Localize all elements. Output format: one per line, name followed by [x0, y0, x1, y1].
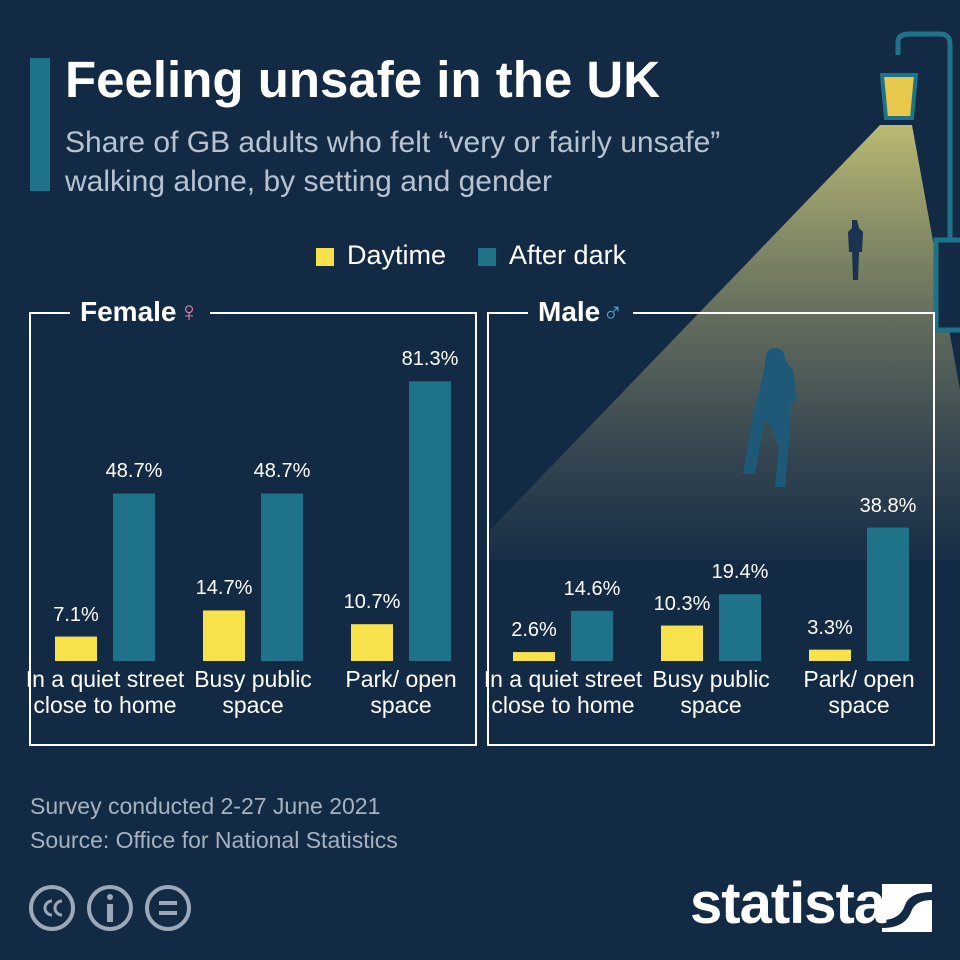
x-tick-label: Park/ open space: [345, 666, 457, 718]
x-tick-label: In a quiet street close to home: [25, 666, 185, 718]
x-tick-label: Park/ open space: [803, 666, 915, 718]
bar: [719, 594, 761, 661]
data-label: 10.7%: [343, 591, 401, 614]
street-lamp: [895, 31, 960, 333]
data-label: 10.3%: [653, 592, 711, 615]
chart-subtitle: Share of GB adults who felt “very or fai…: [65, 126, 721, 198]
light-cone: [490, 125, 960, 560]
data-label: 2.6%: [511, 619, 557, 642]
panel-title: Female♀: [70, 296, 210, 328]
bar: [809, 649, 851, 661]
lamp-head: [879, 73, 919, 120]
panel-title: Male♂: [528, 296, 634, 328]
gender-symbol: ♂: [602, 296, 624, 327]
bar: [113, 493, 155, 661]
data-label: 48.7%: [253, 460, 311, 483]
source: Source: Office for National Statistics: [30, 827, 398, 853]
data-label: 48.7%: [105, 460, 163, 483]
data-label: 38.8%: [859, 494, 917, 517]
title-accent: [30, 58, 50, 191]
bar: [351, 624, 393, 661]
legend-swatch: [478, 248, 497, 266]
bar: [409, 381, 451, 661]
legend-label: After dark: [509, 240, 627, 270]
panel-frame: [29, 312, 477, 746]
data-label: 14.6%: [563, 577, 621, 600]
x-tick-label: Busy public space: [194, 666, 312, 718]
bar: [55, 636, 97, 661]
brand-logo: statista: [690, 871, 886, 936]
panel-frame: [487, 312, 935, 746]
walking-figure: [743, 348, 797, 487]
bar: [661, 625, 703, 661]
bar: [867, 527, 909, 661]
gender-symbol: ♀: [178, 296, 200, 327]
data-label: 14.7%: [195, 577, 253, 600]
data-label: 3.3%: [807, 616, 853, 639]
chart-title: Feeling unsafe in the UK: [65, 51, 661, 108]
data-label: 7.1%: [53, 603, 99, 626]
x-tick-label: In a quiet street close to home: [483, 666, 643, 718]
bar: [261, 493, 303, 661]
cc-icons: [29, 885, 191, 931]
data-label: 81.3%: [401, 348, 459, 371]
legend-label: Daytime: [347, 240, 447, 270]
brand-icon: [882, 884, 932, 932]
footnote: Survey conducted 2-27 June 2021: [30, 793, 381, 819]
x-tick-label: Busy public space: [652, 666, 770, 718]
bar: [203, 610, 245, 661]
legend-swatch: [316, 248, 334, 266]
bar: [571, 610, 613, 661]
bar: [513, 652, 555, 661]
data-label: 19.4%: [711, 561, 769, 584]
distant-figure: [848, 220, 863, 280]
